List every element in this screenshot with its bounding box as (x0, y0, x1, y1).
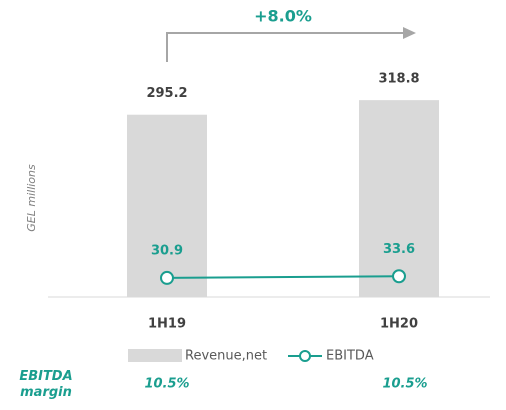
ebitda-marker (160, 270, 174, 285)
growth-arrow-head (403, 27, 416, 39)
ebitda-value-label: 30.9 (151, 243, 183, 258)
margin-value: 10.5% (382, 377, 427, 392)
bar (359, 100, 439, 298)
bar-value-label: 295.2 (146, 86, 187, 101)
x-tick-label: 1H20 (380, 317, 418, 332)
ebitda-line (166, 275, 400, 279)
legend-label: Revenue,net (185, 349, 267, 364)
margin-value: 10.5% (144, 377, 189, 392)
bar-value-label: 318.8 (378, 72, 419, 87)
ebitda-marker (392, 269, 406, 284)
growth-annotation: +8.0% (254, 7, 312, 26)
bar (127, 114, 207, 298)
margin-label: EBITDA margin (19, 369, 72, 400)
growth-arrow (166, 32, 405, 62)
legend-marker (299, 350, 311, 362)
x-tick-label: 1H19 (148, 317, 186, 332)
legend-swatch (128, 349, 182, 362)
y-axis-label: GEL millions (25, 164, 38, 232)
legend-label: EBITDA (326, 349, 374, 364)
ebitda-value-label: 33.6 (383, 242, 415, 257)
